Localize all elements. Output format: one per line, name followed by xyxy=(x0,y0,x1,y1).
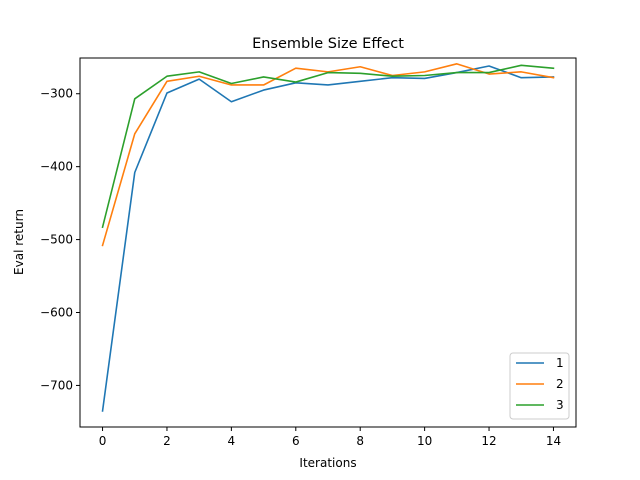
x-tick-label: 14 xyxy=(546,434,561,448)
x-tick-label: 12 xyxy=(481,434,496,448)
chart-title: Ensemble Size Effect xyxy=(252,36,404,52)
y-axis-ticks: −700 −600 −500 −400 −300 xyxy=(40,87,80,392)
axes-frame xyxy=(79,57,577,428)
legend-label-2: 2 xyxy=(556,377,564,391)
legend-box xyxy=(509,352,570,420)
x-axis-label: Iterations xyxy=(299,456,356,470)
y-axis-label: Eval return xyxy=(12,209,26,275)
x-tick-label: 2 xyxy=(163,434,171,448)
series-line-3 xyxy=(101,64,555,229)
legend-label-1: 1 xyxy=(556,356,564,370)
x-tick-label: 0 xyxy=(99,434,107,448)
y-tick-label: −400 xyxy=(40,160,73,174)
legend-label-3: 3 xyxy=(556,398,564,412)
series-line-1 xyxy=(101,65,555,412)
y-tick-label: −600 xyxy=(40,306,73,320)
legend: 1 2 3 xyxy=(509,352,570,420)
y-tick-label: −500 xyxy=(40,233,73,247)
y-tick-label: −300 xyxy=(40,87,73,101)
x-tick-label: 4 xyxy=(228,434,236,448)
x-tick-label: 8 xyxy=(356,434,364,448)
plot-lines xyxy=(101,63,555,412)
x-tick-label: 10 xyxy=(417,434,432,448)
x-axis-ticks: 0 2 4 6 8 10 12 14 xyxy=(99,427,561,448)
x-tick-label: 6 xyxy=(292,434,300,448)
y-tick-label: −700 xyxy=(40,378,73,392)
